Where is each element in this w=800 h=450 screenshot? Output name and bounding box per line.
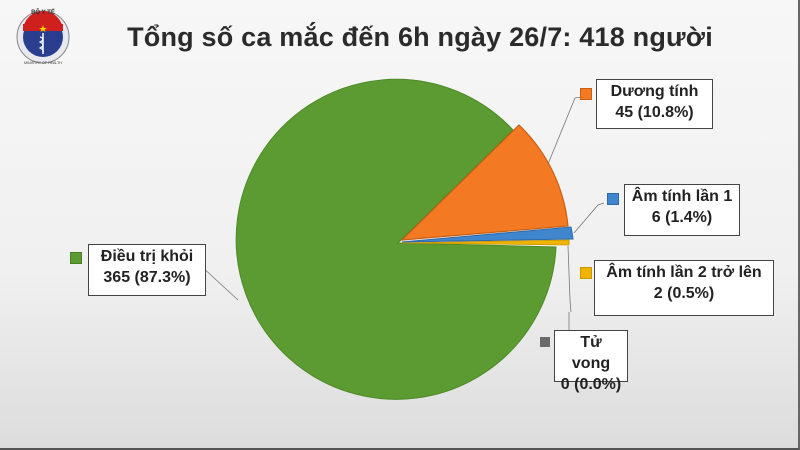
ministry-of-health-logo: BỘ Y TẾ MINISTRY OF HEALTH <box>16 8 70 65</box>
legend-marker-am-tinh-2 <box>580 267 592 279</box>
leader-line-duong-tinh <box>547 96 583 165</box>
svg-text:MINISTRY OF HEALTH: MINISTRY OF HEALTH <box>24 61 62 65</box>
pie-slice-dieu-tri-khoi <box>235 78 557 400</box>
label-value: 365 (87.3%) <box>103 269 191 286</box>
pie-slice-am-tinh-lan-2 <box>401 239 570 246</box>
data-label-am-tinh-1: Âm tính lần 1 6 (1.4%) <box>624 184 740 236</box>
label-value: 6 (1.4%) <box>651 209 713 226</box>
label-name: Tử vong <box>571 334 611 372</box>
label-name: Âm tính lần 2 trở lên <box>606 264 762 281</box>
pie-slice-am-tinh-lan-1 <box>401 226 574 243</box>
label-value: 0 (0.0%) <box>560 376 622 393</box>
leader-line-dieu-tri-khoi <box>199 264 239 301</box>
legend-marker-tu-vong <box>540 337 550 347</box>
legend-marker-am-tinh-1 <box>607 193 619 205</box>
leader-line-am-tinh-2 <box>567 245 572 313</box>
data-label-am-tinh-2: Âm tính lần 2 trở lên 2 (0.5%) <box>594 260 774 316</box>
label-value: 45 (10.8%) <box>615 104 694 121</box>
label-value: 2 (0.5%) <box>653 285 715 302</box>
legend-marker-dieu-tri-khoi <box>70 252 82 264</box>
label-name: Điều trị khỏi <box>100 248 194 265</box>
data-label-dieu-tri-khoi: Điều trị khỏi 365 (87.3%) <box>88 244 206 296</box>
chart-title: Tổng số ca mắc đến 6h ngày 26/7: 418 ngư… <box>127 22 713 52</box>
data-label-duong-tinh: Dương tính 45 (10.8%) <box>596 79 713 129</box>
svg-text:BỘ Y TẾ: BỘ Y TẾ <box>31 8 55 16</box>
pie-slice-duong-tinh <box>400 124 569 241</box>
data-label-tu-vong: Tử vong 0 (0.0%) <box>554 330 628 393</box>
leader-line-am-tinh-1 <box>573 202 605 234</box>
legend-marker-duong-tinh <box>580 88 592 100</box>
label-name: Âm tính lần 1 <box>631 188 733 205</box>
label-name: Dương tính <box>610 83 699 100</box>
